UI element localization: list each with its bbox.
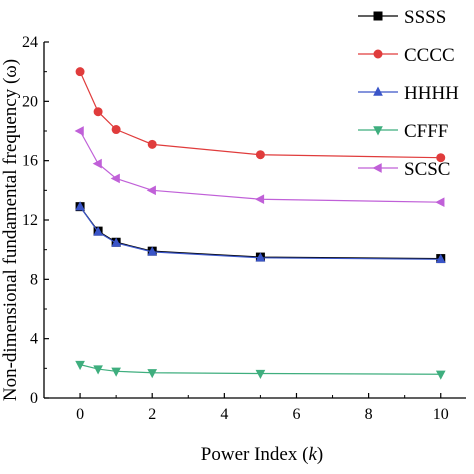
- legend-marker-scsc: [372, 163, 382, 173]
- x-tick-label: 8: [365, 406, 373, 423]
- y-tick-label: 4: [30, 331, 38, 348]
- point-cccc: [436, 153, 446, 163]
- point-hhhh: [93, 226, 103, 236]
- legend-label-cfff: CFFF: [404, 121, 448, 142]
- point-cfff: [435, 370, 446, 380]
- point-hhhh: [111, 237, 121, 247]
- y-tick-label: 24: [22, 34, 38, 51]
- y-tick-label: 16: [22, 153, 38, 170]
- point-cfff: [255, 369, 266, 379]
- point-hhhh: [255, 252, 266, 262]
- point-cfff: [93, 365, 103, 375]
- x-axis-label-end: ): [317, 444, 323, 465]
- point-cfff: [75, 360, 85, 371]
- legend: SSSS CCCC HHHH CFFF SCSC: [358, 7, 459, 180]
- series-line-ssss: [79, 206, 441, 260]
- point-scsc: [435, 197, 445, 208]
- point-cccc: [75, 67, 85, 77]
- point-scsc: [146, 185, 156, 196]
- legend-label-cccc: CCCC: [404, 45, 455, 66]
- point-scsc: [110, 173, 120, 184]
- point-scsc: [74, 126, 84, 136]
- x-tick-label: 4: [220, 406, 228, 423]
- series-line-scsc: [79, 130, 441, 203]
- point-scsc: [92, 158, 102, 169]
- y-tick-label: 12: [22, 212, 38, 229]
- x-tick-label: 10: [433, 406, 449, 423]
- x-tick-label: 2: [148, 406, 156, 423]
- point-cfff: [111, 367, 121, 377]
- y-tick-label: 0: [30, 390, 38, 407]
- x-axis-label-var: k: [308, 444, 317, 465]
- y-axis-label: Non-dimensional fundamental frequency (ω…: [0, 59, 21, 401]
- point-cccc: [147, 139, 157, 149]
- y-tick-label: 20: [22, 93, 38, 110]
- legend-label-hhhh: HHHH: [404, 83, 459, 104]
- legend-marker-hhhh: [373, 86, 383, 96]
- legend-marker-ssss: [373, 11, 383, 21]
- y-tick-label: 8: [30, 271, 38, 288]
- legend-marker-cfff: [373, 126, 383, 136]
- point-scsc: [254, 194, 265, 205]
- x-axis-label: Power Index (k): [201, 444, 323, 465]
- x-tick-label: 6: [292, 406, 300, 423]
- point-cfff: [147, 369, 158, 379]
- point-cccc: [93, 107, 103, 117]
- series-line-hhhh: [79, 206, 441, 260]
- x-axis-label-main: Power Index (: [201, 444, 309, 465]
- point-cccc: [111, 125, 121, 135]
- point-hhhh: [147, 246, 158, 256]
- legend-marker-cccc: [373, 49, 383, 59]
- point-cccc: [255, 150, 265, 160]
- series-line-cccc: [79, 71, 441, 159]
- legend-label-ssss: SSSS: [404, 7, 446, 28]
- point-hhhh: [75, 201, 85, 211]
- point-hhhh: [435, 253, 446, 264]
- legend-label-scsc: SCSC: [404, 159, 450, 180]
- x-tick-label: 0: [76, 406, 84, 423]
